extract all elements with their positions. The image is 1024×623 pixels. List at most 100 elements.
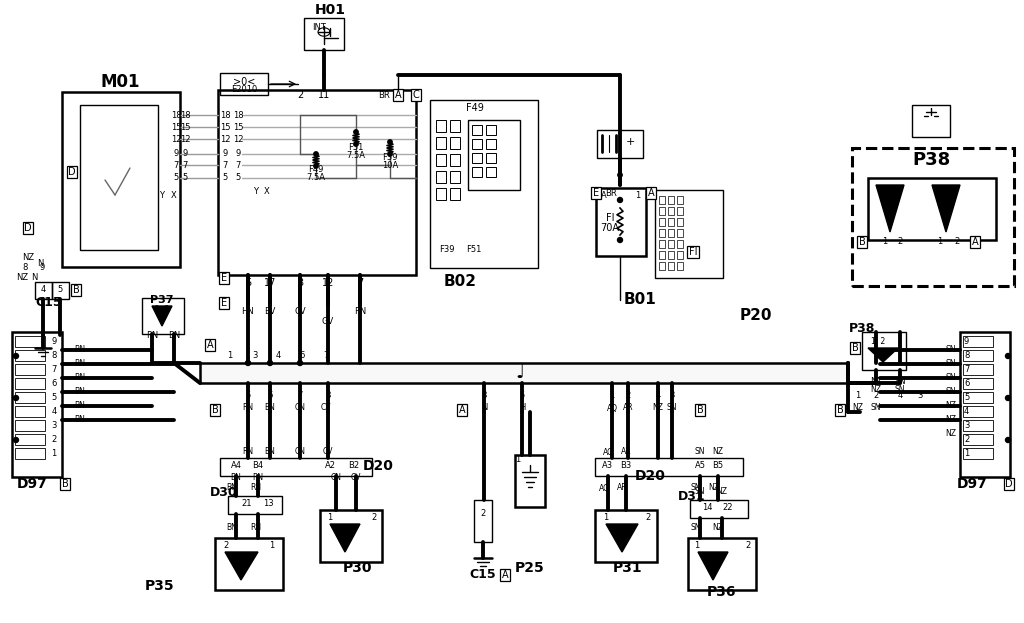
Text: 1  2: 1 2 [870,338,885,346]
Polygon shape [606,524,638,552]
Text: M01: M01 [100,73,139,91]
Text: 6: 6 [51,379,56,389]
Text: SN: SN [691,483,701,493]
Text: 15: 15 [180,123,190,131]
Bar [515,455,545,507]
Bar [472,167,482,177]
Text: B: B [73,285,80,295]
Text: SN: SN [895,386,905,394]
Bar [450,120,460,132]
Text: 12: 12 [220,135,230,143]
Text: 4: 4 [897,391,902,401]
Text: BN: BN [264,404,275,412]
Text: SN: SN [945,359,956,368]
Bar [596,188,646,256]
Text: 7: 7 [324,351,329,361]
Bar [15,378,45,389]
Bar [963,420,993,431]
Circle shape [13,437,18,442]
Text: 6: 6 [299,351,305,361]
Text: NZ: NZ [945,429,956,439]
Text: NZ: NZ [652,404,664,412]
Text: 7: 7 [182,161,187,169]
Bar [677,251,683,259]
Text: CN: CN [295,404,305,412]
Text: SN: SN [691,523,701,533]
Text: 4: 4 [655,391,660,401]
Text: BR: BR [605,189,616,197]
Circle shape [1006,396,1011,401]
Text: 7.5A: 7.5A [346,151,366,161]
Text: GV: GV [322,318,334,326]
Bar [659,196,665,204]
Text: A4: A4 [230,462,242,470]
Text: 7: 7 [964,366,970,374]
Bar [52,282,69,299]
Text: P38: P38 [912,151,951,169]
Text: NZ: NZ [870,386,882,394]
Text: A2: A2 [325,462,336,470]
Text: 2: 2 [897,237,902,247]
Text: E: E [593,188,599,198]
Text: F51: F51 [348,143,364,153]
Text: CN: CN [331,472,341,482]
Bar [15,448,45,459]
Bar [472,139,482,149]
Text: CV: CV [351,472,361,482]
Text: 22: 22 [723,503,733,513]
Text: 3: 3 [51,422,56,430]
Text: 1: 1 [694,541,699,551]
Text: BN: BN [74,416,85,424]
Bar [12,332,62,477]
Bar [436,154,446,166]
Bar [220,458,372,476]
Text: H01: H01 [314,3,345,17]
Bar [200,363,848,383]
Text: BN: BN [168,331,180,341]
Circle shape [354,130,358,134]
Bar [215,538,283,590]
Bar [659,218,665,226]
Text: 2: 2 [297,90,303,100]
Text: RN: RN [251,482,261,492]
Polygon shape [868,348,898,362]
Bar [963,448,993,459]
Bar [655,190,723,278]
Text: >0<: >0< [232,77,255,87]
Bar [668,251,674,259]
Text: 2: 2 [372,513,377,523]
Bar [15,406,45,417]
Bar [677,218,683,226]
Bar [677,207,683,215]
Bar [304,18,344,50]
Text: F49: F49 [466,103,484,113]
Text: 17: 17 [264,278,276,288]
Bar [486,139,496,149]
Text: D: D [1006,479,1013,489]
Text: 3: 3 [918,391,923,401]
Text: 21: 21 [242,500,252,508]
Circle shape [388,152,392,156]
Bar [963,350,993,361]
Text: B5: B5 [713,462,724,470]
Text: 9: 9 [51,338,56,346]
Bar [677,229,683,237]
Text: E: E [221,298,227,308]
Text: B: B [859,237,865,247]
Text: 18: 18 [171,110,181,120]
Text: 8: 8 [326,391,331,401]
Text: 3: 3 [670,391,675,401]
Text: 5: 5 [236,173,241,183]
Bar [80,105,158,250]
Polygon shape [225,552,258,580]
Text: B: B [212,405,218,415]
Text: 1  2: 1 2 [155,305,169,315]
Text: RN: RN [74,346,85,354]
Text: Y: Y [254,188,258,196]
Bar [472,125,482,135]
Text: 9: 9 [236,150,241,158]
Bar [450,154,460,166]
Text: 2: 2 [645,513,650,523]
Text: B: B [837,405,844,415]
Text: 1: 1 [515,455,520,465]
